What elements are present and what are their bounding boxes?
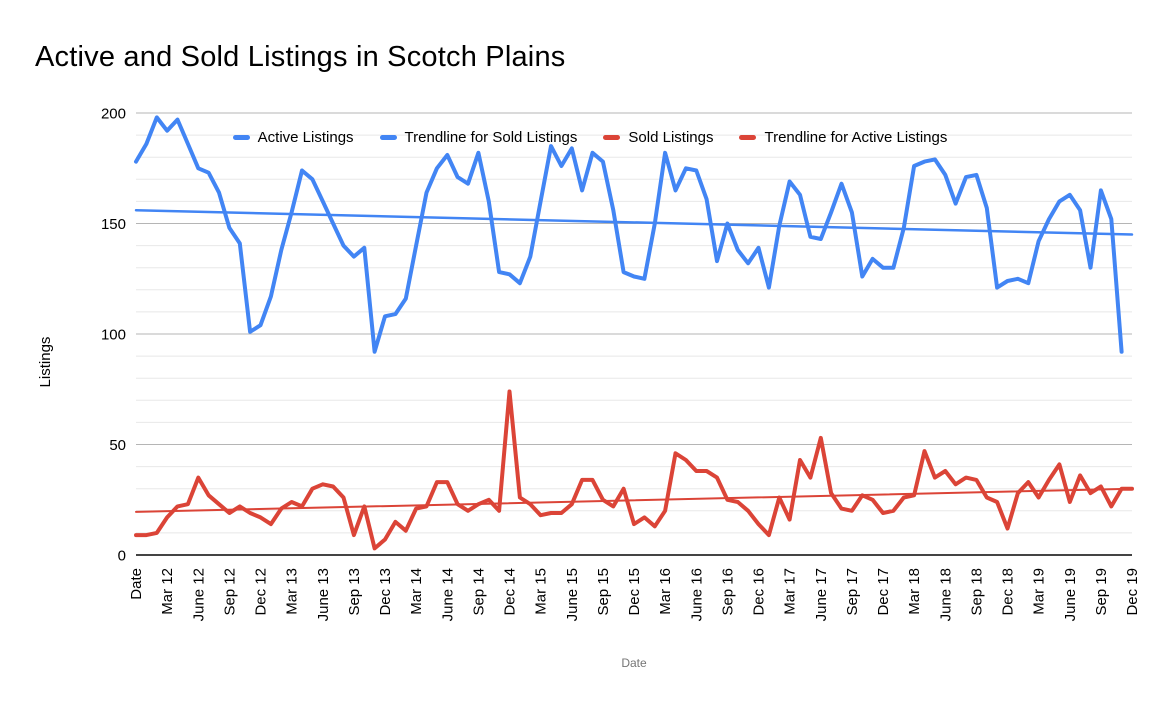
x-tick-label: June 14 — [439, 568, 456, 621]
x-tick-label: Mar 19 — [1031, 568, 1048, 615]
legend-dash-icon — [739, 135, 757, 140]
x-tick-label: June 12 — [190, 568, 207, 621]
x-axis-title: Date — [621, 656, 647, 670]
x-tick-label: Mar 16 — [657, 568, 674, 615]
x-tick-label: June 16 — [688, 568, 705, 621]
x-tick-label: Date — [128, 568, 145, 600]
x-tick-label: Mar 12 — [159, 568, 176, 615]
x-tick-label: Mar 13 — [284, 568, 301, 615]
legend: Active Listings Trendline for Sold Listi… — [140, 129, 1040, 146]
x-tick-label: Sep 18 — [968, 568, 985, 616]
legend-item-active-listings: Active Listings — [232, 129, 354, 146]
legend-item-label: Trendline for Active Listings — [764, 129, 948, 146]
x-tick-label: Dec 14 — [502, 568, 519, 616]
x-tick-label: Mar 14 — [408, 568, 425, 615]
x-tick-label: Mar 17 — [782, 568, 799, 615]
y-tick-label: 0 — [118, 548, 126, 565]
x-tick-label: Sep 13 — [346, 568, 363, 616]
x-tick-label: June 17 — [813, 568, 830, 621]
x-tick-label: Dec 16 — [751, 568, 768, 616]
x-tick-label: Sep 16 — [719, 568, 736, 616]
x-tick-label: Dec 19 — [1124, 568, 1141, 616]
legend-item-label: Trendline for Sold Listings — [404, 129, 578, 146]
legend-dash-icon — [603, 135, 621, 140]
chart-title: Active and Sold Listings in Scotch Plain… — [35, 41, 566, 73]
trendline-trendline-for-active-listings — [135, 487, 1133, 513]
x-tick-label: Dec 18 — [1000, 568, 1017, 616]
series-sold-listings — [134, 389, 1134, 551]
x-tick-label: Dec 15 — [626, 568, 643, 616]
x-tick-label: June 15 — [564, 568, 581, 621]
x-tick-label: Sep 15 — [595, 568, 612, 616]
y-tick-label: 150 — [101, 216, 126, 233]
x-tick-label: June 18 — [937, 568, 954, 621]
legend-dash-icon — [232, 135, 250, 140]
x-tick-label: Sep 19 — [1093, 568, 1110, 616]
legend-item-trendline-sold: Trendline for Sold Listings — [379, 129, 578, 146]
x-tick-label: June 13 — [315, 568, 332, 621]
y-tick-label: 100 — [101, 327, 126, 344]
series-active-listings — [134, 115, 1124, 354]
x-tick-label: Sep 14 — [470, 568, 487, 616]
x-tick-label: Mar 15 — [533, 568, 550, 615]
legend-dash-icon — [379, 135, 397, 140]
x-tick-label: Mar 18 — [906, 568, 923, 615]
x-tick-label: Dec 17 — [875, 568, 892, 616]
y-tick-label: 200 — [101, 106, 126, 123]
legend-item-trendline-active: Trendline for Active Listings — [739, 129, 947, 146]
y-axis-title: Listings — [37, 337, 54, 388]
x-tick-label: Dec 13 — [377, 568, 394, 616]
x-tick-label: Dec 12 — [253, 568, 270, 616]
legend-item-label: Active Listings — [257, 129, 354, 146]
x-tick-label: June 19 — [1062, 568, 1079, 621]
x-tick-label: Sep 17 — [844, 568, 861, 616]
trendline-trendline-for-sold-listings — [134, 208, 1134, 236]
x-tick-label: Sep 12 — [221, 568, 238, 616]
y-tick-label: 50 — [109, 437, 126, 454]
legend-item-sold-listings: Sold Listings — [603, 129, 713, 146]
legend-item-label: Sold Listings — [628, 129, 714, 146]
